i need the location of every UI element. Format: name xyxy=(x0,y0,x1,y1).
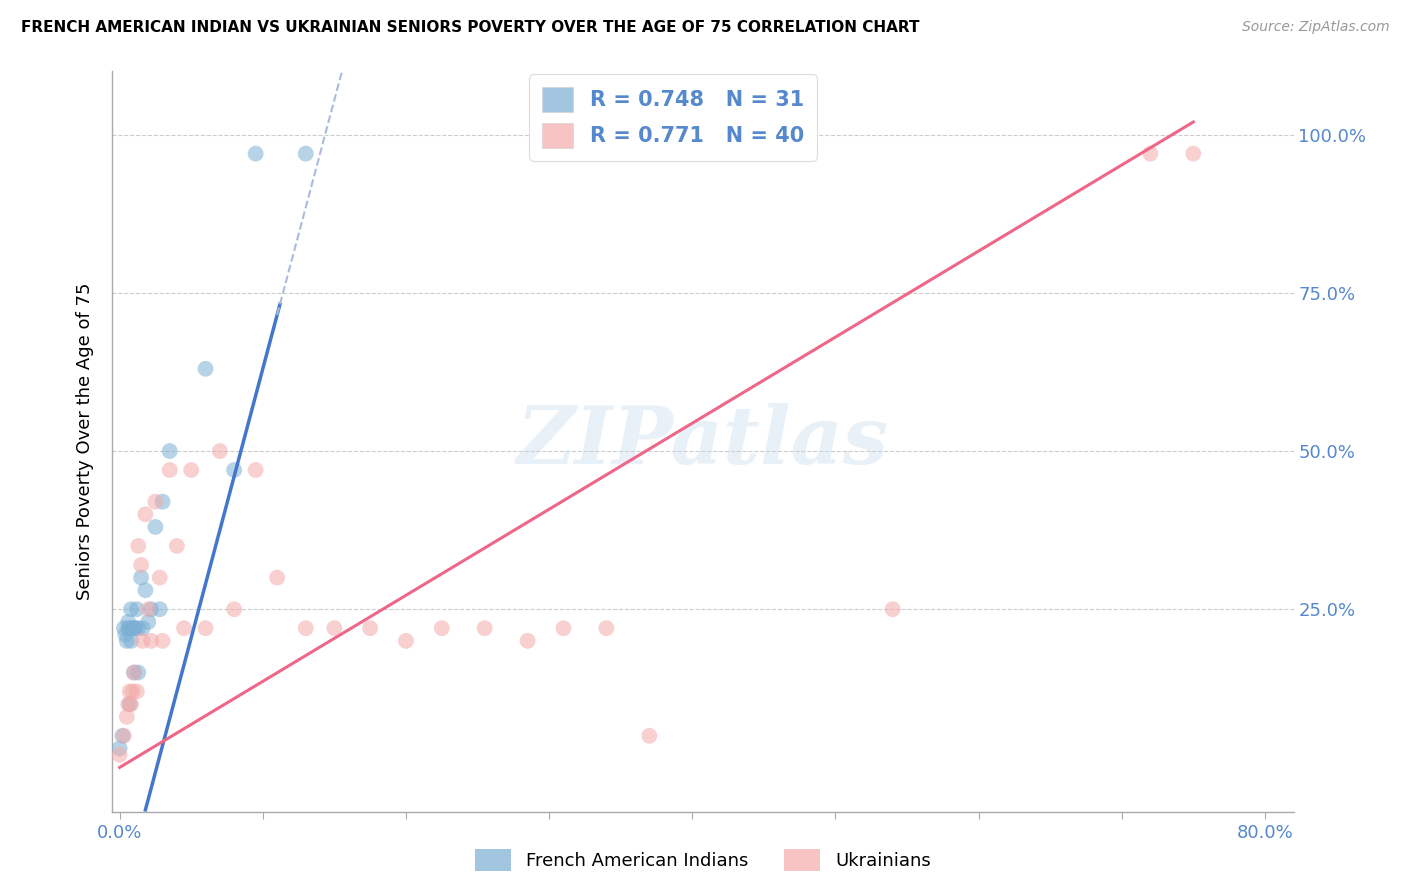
Point xyxy=(294,146,316,161)
Point xyxy=(1182,146,1205,161)
Point xyxy=(124,621,146,635)
Point xyxy=(118,697,141,711)
Point xyxy=(122,665,145,680)
Point xyxy=(359,621,381,635)
Point xyxy=(245,463,267,477)
Point xyxy=(145,494,167,508)
Point xyxy=(134,583,156,598)
Point xyxy=(115,633,138,648)
Point xyxy=(173,621,195,635)
Point xyxy=(395,633,418,648)
Point xyxy=(120,633,142,648)
Point xyxy=(595,621,617,635)
Point xyxy=(118,684,141,698)
Point xyxy=(430,621,453,635)
Point xyxy=(129,558,152,572)
Point xyxy=(122,665,145,680)
Point xyxy=(323,621,346,635)
Point xyxy=(152,633,174,648)
Point xyxy=(553,621,575,635)
Point xyxy=(117,621,139,635)
Point xyxy=(125,684,148,698)
Point xyxy=(294,621,316,635)
Point xyxy=(208,444,231,458)
Point xyxy=(152,494,174,508)
Point xyxy=(638,729,661,743)
Point xyxy=(224,602,246,616)
Point xyxy=(159,463,181,477)
Point xyxy=(112,621,135,635)
Point xyxy=(474,621,496,635)
Point xyxy=(117,697,139,711)
Point xyxy=(149,602,172,616)
Point xyxy=(134,508,156,522)
Point xyxy=(1139,146,1161,161)
Point xyxy=(117,615,139,629)
Point xyxy=(115,710,138,724)
Point xyxy=(122,621,145,635)
Point xyxy=(111,729,134,743)
Legend: R = 0.748   N = 31, R = 0.771   N = 40: R = 0.748 N = 31, R = 0.771 N = 40 xyxy=(530,74,817,161)
Text: Source: ZipAtlas.com: Source: ZipAtlas.com xyxy=(1241,20,1389,34)
Point xyxy=(149,571,172,585)
Point xyxy=(112,729,135,743)
Point xyxy=(194,621,217,635)
Point xyxy=(125,602,148,616)
Point xyxy=(882,602,904,616)
Point xyxy=(139,633,162,648)
Point xyxy=(194,361,217,376)
Legend: French American Indians, Ukrainians: French American Indians, Ukrainians xyxy=(468,842,938,879)
Point xyxy=(131,633,153,648)
Text: ZIPatlas: ZIPatlas xyxy=(517,403,889,480)
Point xyxy=(120,697,142,711)
Text: FRENCH AMERICAN INDIAN VS UKRAINIAN SENIORS POVERTY OVER THE AGE OF 75 CORRELATI: FRENCH AMERICAN INDIAN VS UKRAINIAN SENI… xyxy=(21,20,920,35)
Point xyxy=(121,684,143,698)
Point xyxy=(121,621,143,635)
Point xyxy=(120,602,142,616)
Y-axis label: Seniors Poverty Over the Age of 75: Seniors Poverty Over the Age of 75 xyxy=(76,283,94,600)
Point xyxy=(159,444,181,458)
Point xyxy=(266,571,288,585)
Point xyxy=(224,463,246,477)
Point xyxy=(245,146,267,161)
Point xyxy=(108,747,131,762)
Point xyxy=(136,615,159,629)
Point xyxy=(166,539,188,553)
Point xyxy=(114,627,136,641)
Point xyxy=(131,621,153,635)
Point xyxy=(139,602,162,616)
Point xyxy=(127,665,149,680)
Point xyxy=(108,741,131,756)
Point xyxy=(129,571,152,585)
Point xyxy=(516,633,538,648)
Point xyxy=(127,539,149,553)
Point xyxy=(127,621,149,635)
Point xyxy=(118,621,141,635)
Point xyxy=(136,602,159,616)
Point xyxy=(145,520,167,534)
Point xyxy=(180,463,202,477)
